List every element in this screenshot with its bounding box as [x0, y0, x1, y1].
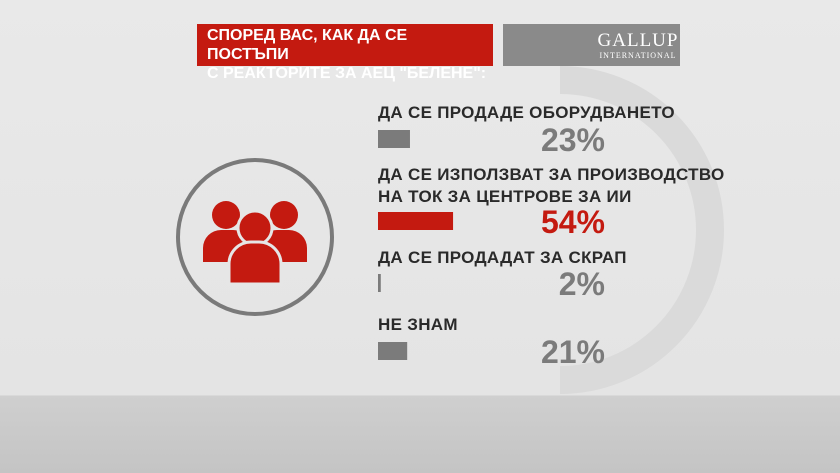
title: СПОРЕД ВАС, КАК ДА СЕ ПОСТЪПИ С РЕАКТОРИ…	[197, 24, 493, 82]
icon-circle	[176, 158, 334, 316]
people-icon	[203, 201, 307, 286]
category-label: НЕ ЗНАМ	[378, 315, 458, 334]
value-label: 23%	[540, 122, 605, 158]
logo-subtitle: INTERNATIONAL	[599, 51, 677, 60]
value-label: 21%	[540, 334, 605, 370]
logo: GALLUP INTERNATIONAL	[503, 24, 680, 66]
bar	[378, 274, 381, 292]
value-label: 2%	[558, 266, 605, 302]
bar	[378, 130, 410, 148]
logo-text: GALLUP	[597, 30, 679, 51]
bar	[378, 212, 454, 230]
category-label: ДА СЕ ПРОДАДЕ ОБОРУДВАНЕТО	[378, 103, 675, 122]
category-label: ДА СЕ ПРОДАДАТ ЗА СКРАП	[378, 248, 627, 267]
value-label: 54%	[540, 204, 605, 240]
category-label: ДА СЕ ИЗПОЛЗВАТ ЗА ПРОИЗВОДСТВО НА ТОК З…	[378, 165, 725, 206]
ring-decor	[559, 66, 724, 394]
bar	[378, 342, 408, 360]
